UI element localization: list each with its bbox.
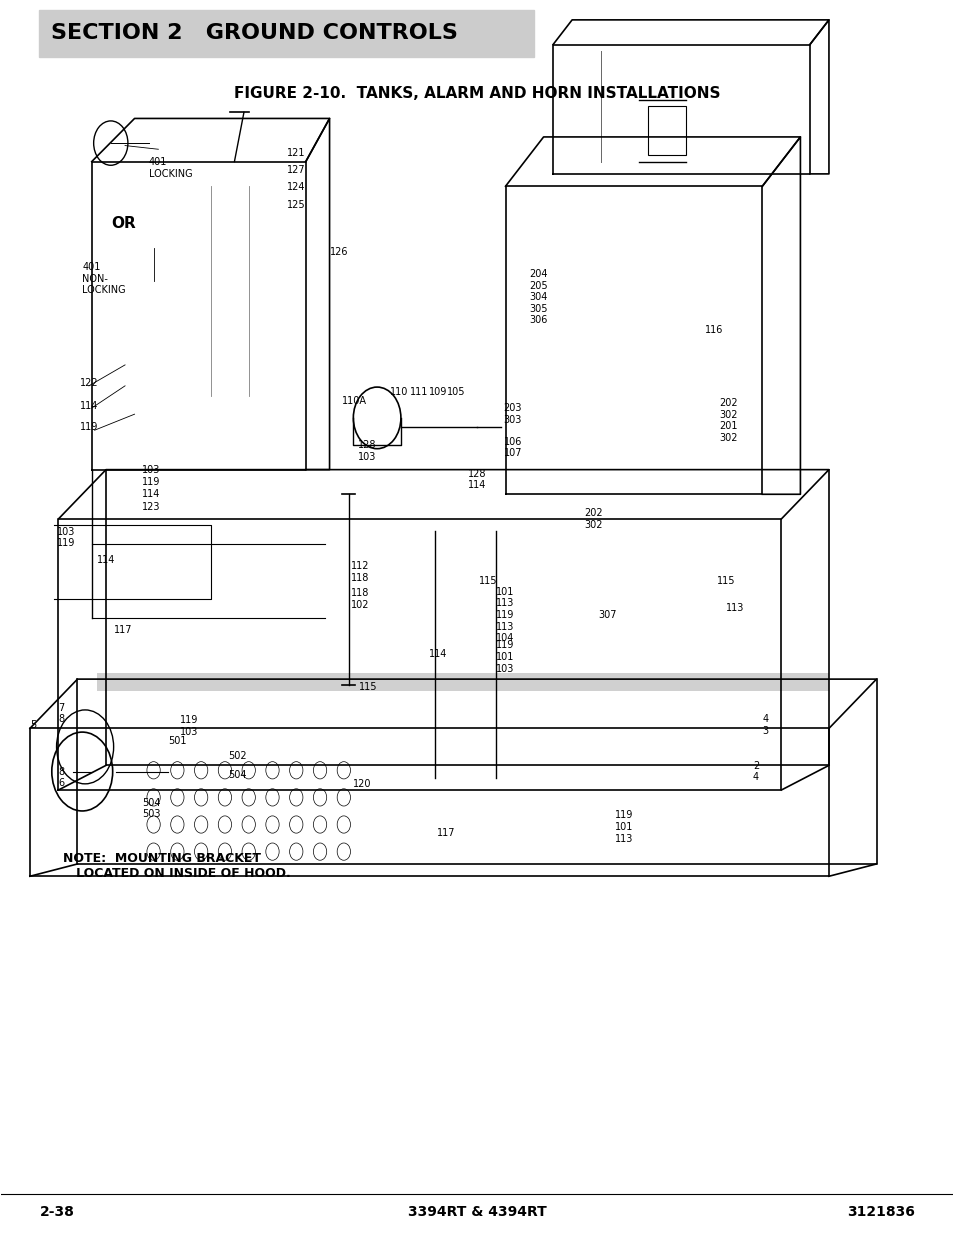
Text: 127: 127 <box>287 165 305 175</box>
Text: 119
101
103: 119 101 103 <box>496 640 514 673</box>
Text: 126: 126 <box>329 247 348 257</box>
Text: 113: 113 <box>725 603 743 613</box>
Text: 501: 501 <box>168 736 186 746</box>
Text: 120: 120 <box>353 779 372 789</box>
Text: 8
6: 8 6 <box>58 767 65 788</box>
Text: 109: 109 <box>429 387 447 396</box>
Text: 111: 111 <box>410 387 428 396</box>
Text: NOTE:  MOUNTING BRACKET
   LOCATED ON INSIDE OF HOOD.: NOTE: MOUNTING BRACKET LOCATED ON INSIDE… <box>63 852 291 879</box>
Text: 115: 115 <box>358 682 377 692</box>
Text: 112
118: 112 118 <box>351 561 370 583</box>
Text: 307: 307 <box>598 610 617 620</box>
Text: 110A: 110A <box>341 395 367 405</box>
Text: 504
503: 504 503 <box>142 798 160 819</box>
Text: 121: 121 <box>287 148 305 158</box>
Text: 119
103: 119 103 <box>180 715 198 737</box>
Text: 504: 504 <box>228 771 246 781</box>
Text: 128
114: 128 114 <box>467 469 485 490</box>
Text: 124: 124 <box>287 183 305 193</box>
Text: 203
303: 203 303 <box>503 404 521 425</box>
Text: SECTION 2   GROUND CONTROLS: SECTION 2 GROUND CONTROLS <box>51 23 457 43</box>
Text: 119: 119 <box>80 421 98 431</box>
Text: 114: 114 <box>429 650 447 659</box>
Text: 118
102: 118 102 <box>351 588 370 610</box>
Text: 2
4: 2 4 <box>752 761 759 782</box>
Text: 2-38: 2-38 <box>39 1205 74 1219</box>
Polygon shape <box>96 673 524 692</box>
Text: 116: 116 <box>704 325 723 336</box>
Text: 7
8: 7 8 <box>58 703 65 725</box>
Text: FIGURE 2-10.  TANKS, ALARM AND HORN INSTALLATIONS: FIGURE 2-10. TANKS, ALARM AND HORN INSTA… <box>233 86 720 101</box>
Text: 204
205
304
305
306: 204 205 304 305 306 <box>529 269 547 325</box>
Text: 119
101
113: 119 101 113 <box>615 810 633 844</box>
FancyBboxPatch shape <box>39 10 534 57</box>
Text: 114: 114 <box>96 555 114 564</box>
Text: 3394RT & 4394RT: 3394RT & 4394RT <box>407 1205 546 1219</box>
Text: 401
NON-
LOCKING: 401 NON- LOCKING <box>82 262 126 295</box>
Text: 110: 110 <box>389 387 408 396</box>
Text: 122: 122 <box>80 378 99 388</box>
Text: 502: 502 <box>228 751 246 761</box>
Text: 103
119
114: 103 119 114 <box>142 466 160 499</box>
Text: 106
107: 106 107 <box>503 437 521 458</box>
Text: 105: 105 <box>446 387 464 396</box>
Bar <box>647 106 685 156</box>
Text: 114: 114 <box>80 400 98 410</box>
Text: 117: 117 <box>436 829 456 839</box>
Text: 117: 117 <box>113 625 132 635</box>
Text: OR: OR <box>111 216 135 231</box>
Text: 3121836: 3121836 <box>846 1205 914 1219</box>
Text: 125: 125 <box>287 200 305 210</box>
Polygon shape <box>524 673 828 692</box>
Text: 202
302
201
302: 202 302 201 302 <box>719 398 738 442</box>
Text: 115: 115 <box>478 576 497 585</box>
Text: 115: 115 <box>716 576 735 585</box>
Text: 128
103: 128 103 <box>357 441 376 462</box>
Text: 202
302: 202 302 <box>584 508 602 530</box>
Text: 123: 123 <box>142 501 160 511</box>
Text: 401
LOCKING: 401 LOCKING <box>149 157 193 179</box>
Text: 4
3: 4 3 <box>761 714 768 736</box>
Text: 103
119: 103 119 <box>56 526 75 548</box>
Text: 101
113
119
113
104: 101 113 119 113 104 <box>496 587 514 643</box>
Text: 5: 5 <box>30 720 36 730</box>
